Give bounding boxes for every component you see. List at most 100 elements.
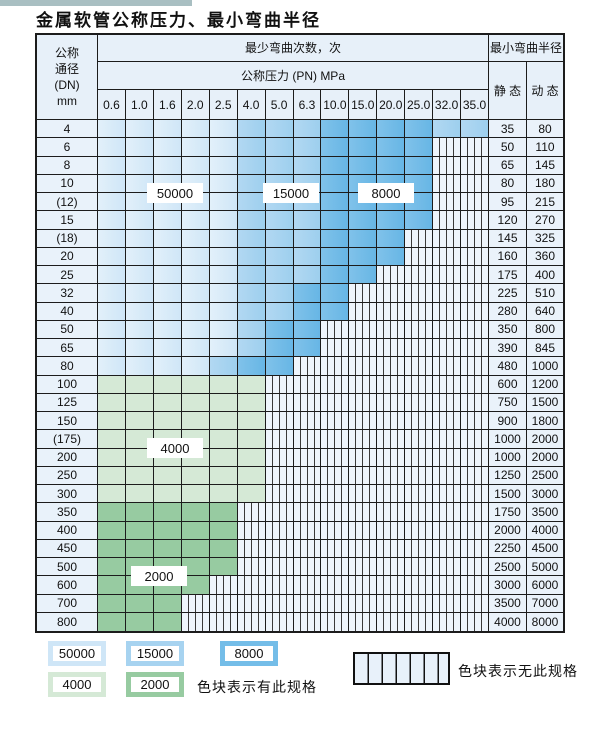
cell-dn4-pn1.6	[153, 120, 182, 139]
cell-dn25-pn1.6	[153, 266, 182, 285]
cell-dn32-pn32.0	[433, 284, 462, 303]
cell-dn40-pn35.0	[461, 302, 489, 321]
cell-dn500-pn2.0	[181, 558, 210, 577]
cell-dn(12)-pn2.5	[209, 193, 238, 212]
cell-dn400-pn1.6	[153, 521, 182, 540]
cell-dn125-pn10.0	[321, 393, 350, 412]
cell-dn65-pn4.0	[237, 339, 266, 358]
row-dynamic-value: 5000	[527, 558, 563, 577]
row-dn-label: (12)	[37, 193, 98, 212]
cell-dn50-pn5.0	[265, 320, 294, 339]
row-dynamic-value: 110	[527, 138, 563, 157]
row-dn-label: 400	[37, 521, 98, 540]
cell-dn100-pn2.5	[209, 375, 238, 394]
cell-dn25-pn2.0	[181, 266, 210, 285]
row-dn-label: 4	[37, 120, 98, 139]
page-title: 金属软管公称压力、最小弯曲半径	[36, 11, 321, 31]
cell-dn10-pn10.0	[321, 174, 350, 193]
legend-no-spec-swatch	[353, 652, 450, 685]
cell-dn400-pn0.6	[98, 521, 126, 540]
row-dynamic-value: 845	[527, 339, 563, 358]
header-pn-35.0: 35.0	[461, 90, 489, 120]
region-label-4000: 4000	[147, 438, 203, 458]
header-pn-2.5: 2.5	[209, 90, 238, 120]
cell-dn8-pn10.0	[321, 156, 350, 175]
cell-dn800-pn1.6	[153, 612, 182, 631]
cell-dn(175)-pn2.5	[209, 430, 238, 449]
cell-dn250-pn0.6	[98, 466, 126, 485]
region-label-2000: 2000	[131, 566, 187, 586]
legend-swatch-15000: 15000	[126, 641, 184, 666]
cell-dn800-pn15.0	[349, 612, 378, 631]
header-dn-line: 通径	[54, 62, 79, 76]
cell-dn250-pn25.0	[405, 466, 434, 485]
cell-dn700-pn5.0	[265, 594, 294, 613]
cell-dn400-pn4.0	[237, 521, 266, 540]
cell-dn500-pn20.0	[377, 558, 406, 577]
cell-dn125-pn20.0	[377, 393, 406, 412]
spec-table: 公称 通径 (DN) mm 最少弯曲次数，次 最小弯曲半径 公称压力 (PN) MPa 静 态…	[35, 33, 565, 633]
cell-dn450-pn5.0	[265, 539, 294, 558]
cell-dn80-pn4.0	[237, 357, 266, 376]
cell-dn600-pn35.0	[461, 576, 489, 595]
cell-dn(12)-pn4.0	[237, 193, 266, 212]
row-dynamic-value: 145	[527, 156, 563, 175]
cell-dn32-pn10.0	[321, 284, 350, 303]
header-pn-32.0: 32.0	[433, 90, 462, 120]
cell-dn450-pn1.6	[153, 539, 182, 558]
cell-dn450-pn6.3	[293, 539, 322, 558]
cell-dn8-pn1.0	[125, 156, 154, 175]
row-static-value: 3500	[489, 594, 527, 613]
cell-dn100-pn15.0	[349, 375, 378, 394]
cell-dn350-pn35.0	[461, 503, 489, 522]
cell-dn150-pn20.0	[377, 412, 406, 431]
cell-dn15-pn6.3	[293, 211, 322, 230]
cell-dn600-pn6.3	[293, 576, 322, 595]
cell-dn400-pn6.3	[293, 521, 322, 540]
cell-dn125-pn25.0	[405, 393, 434, 412]
row-dynamic-value: 1200	[527, 375, 563, 394]
row-dn-label: 65	[37, 339, 98, 358]
cell-dn(18)-pn10.0	[321, 229, 350, 248]
row-static-value: 225	[489, 284, 527, 303]
row-static-value: 1250	[489, 466, 527, 485]
header-pn-25.0: 25.0	[405, 90, 434, 120]
cell-dn300-pn1.0	[125, 485, 154, 504]
cell-dn(12)-pn32.0	[433, 193, 462, 212]
cell-dn150-pn25.0	[405, 412, 434, 431]
cell-dn500-pn6.3	[293, 558, 322, 577]
row-dynamic-value: 800	[527, 320, 563, 339]
cell-dn(18)-pn0.6	[98, 229, 126, 248]
cell-dn80-pn6.3	[293, 357, 322, 376]
cell-dn400-pn32.0	[433, 521, 462, 540]
row-dynamic-value: 215	[527, 193, 563, 212]
cell-dn80-pn25.0	[405, 357, 434, 376]
cell-dn150-pn2.0	[181, 412, 210, 431]
cell-dn200-pn4.0	[237, 448, 266, 467]
cell-dn8-pn0.6	[98, 156, 126, 175]
cell-dn150-pn1.6	[153, 412, 182, 431]
cell-dn100-pn10.0	[321, 375, 350, 394]
cell-dn(12)-pn10.0	[321, 193, 350, 212]
cell-dn400-pn5.0	[265, 521, 294, 540]
cell-dn700-pn6.3	[293, 594, 322, 613]
header-pressure: 公称压力 (PN) MPa	[98, 62, 489, 90]
header-pn-20.0: 20.0	[377, 90, 406, 120]
cell-dn6-pn15.0	[349, 138, 378, 157]
cell-dn32-pn6.3	[293, 284, 322, 303]
cell-dn65-pn2.0	[181, 339, 210, 358]
header-dn-line: 公称	[54, 46, 79, 60]
row-dn-label: 700	[37, 594, 98, 613]
cell-dn450-pn10.0	[321, 539, 350, 558]
cell-dn20-pn35.0	[461, 247, 489, 266]
region-label-8000: 8000	[358, 183, 414, 203]
cell-dn8-pn2.0	[181, 156, 210, 175]
cell-dn200-pn5.0	[265, 448, 294, 467]
cell-dn800-pn35.0	[461, 612, 489, 631]
cell-dn(18)-pn1.0	[125, 229, 154, 248]
cell-dn300-pn32.0	[433, 485, 462, 504]
row-static-value: 175	[489, 266, 527, 285]
header-pn-2.0: 2.0	[181, 90, 210, 120]
cell-dn40-pn10.0	[321, 302, 350, 321]
row-dn-label: 15	[37, 211, 98, 230]
